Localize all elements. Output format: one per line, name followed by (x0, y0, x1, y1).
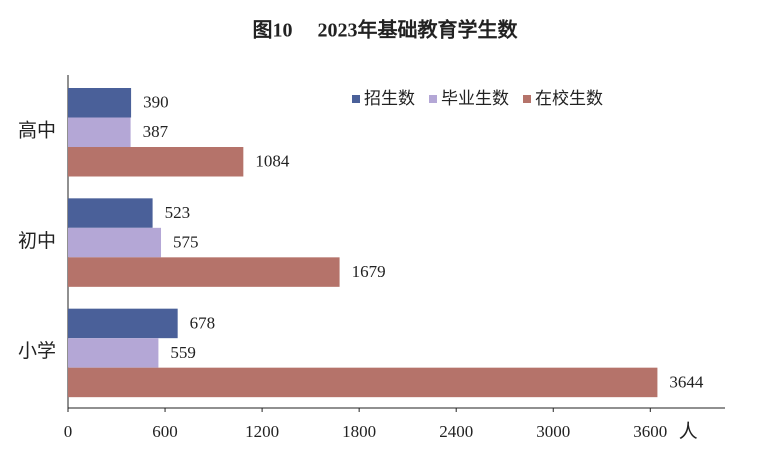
x-tick-label: 2400 (439, 422, 473, 441)
value-label: 678 (190, 313, 216, 332)
bar (68, 338, 159, 368)
value-label: 390 (143, 93, 169, 112)
bar (68, 147, 244, 177)
bar (68, 257, 340, 287)
x-axis-label: 人 (679, 420, 698, 442)
value-label: 1084 (255, 152, 290, 171)
y-tick-label: 小学 (18, 340, 56, 362)
value-label: 559 (170, 343, 196, 362)
bar (68, 88, 132, 118)
chart-title: 图10 2023年基础教育学生数 (253, 18, 519, 42)
bar (68, 367, 658, 398)
value-label: 387 (143, 122, 169, 141)
bar (68, 227, 162, 258)
value-label: 575 (173, 232, 199, 251)
value-label: 3644 (669, 372, 704, 391)
x-tick-label: 600 (152, 422, 178, 441)
value-label: 523 (165, 203, 191, 222)
legend-label: 招生数 (364, 89, 415, 108)
bar (68, 198, 153, 228)
y-tick-label: 高中 (18, 120, 56, 142)
legend-label: 在校生数 (535, 89, 603, 108)
legend-swatch (523, 95, 531, 103)
y-tick-label: 初中 (18, 230, 56, 252)
x-tick-label: 3600 (633, 422, 667, 441)
legend-swatch (352, 95, 360, 103)
value-label: 1679 (352, 262, 386, 281)
legend-swatch (429, 95, 437, 103)
x-tick-label: 1200 (245, 422, 279, 441)
x-tick-label: 1800 (342, 422, 376, 441)
x-tick-label: 3000 (536, 422, 570, 441)
bar (68, 308, 178, 339)
bar (68, 117, 131, 147)
legend-label: 毕业生数 (441, 89, 509, 108)
x-tick-label: 0 (64, 422, 73, 441)
